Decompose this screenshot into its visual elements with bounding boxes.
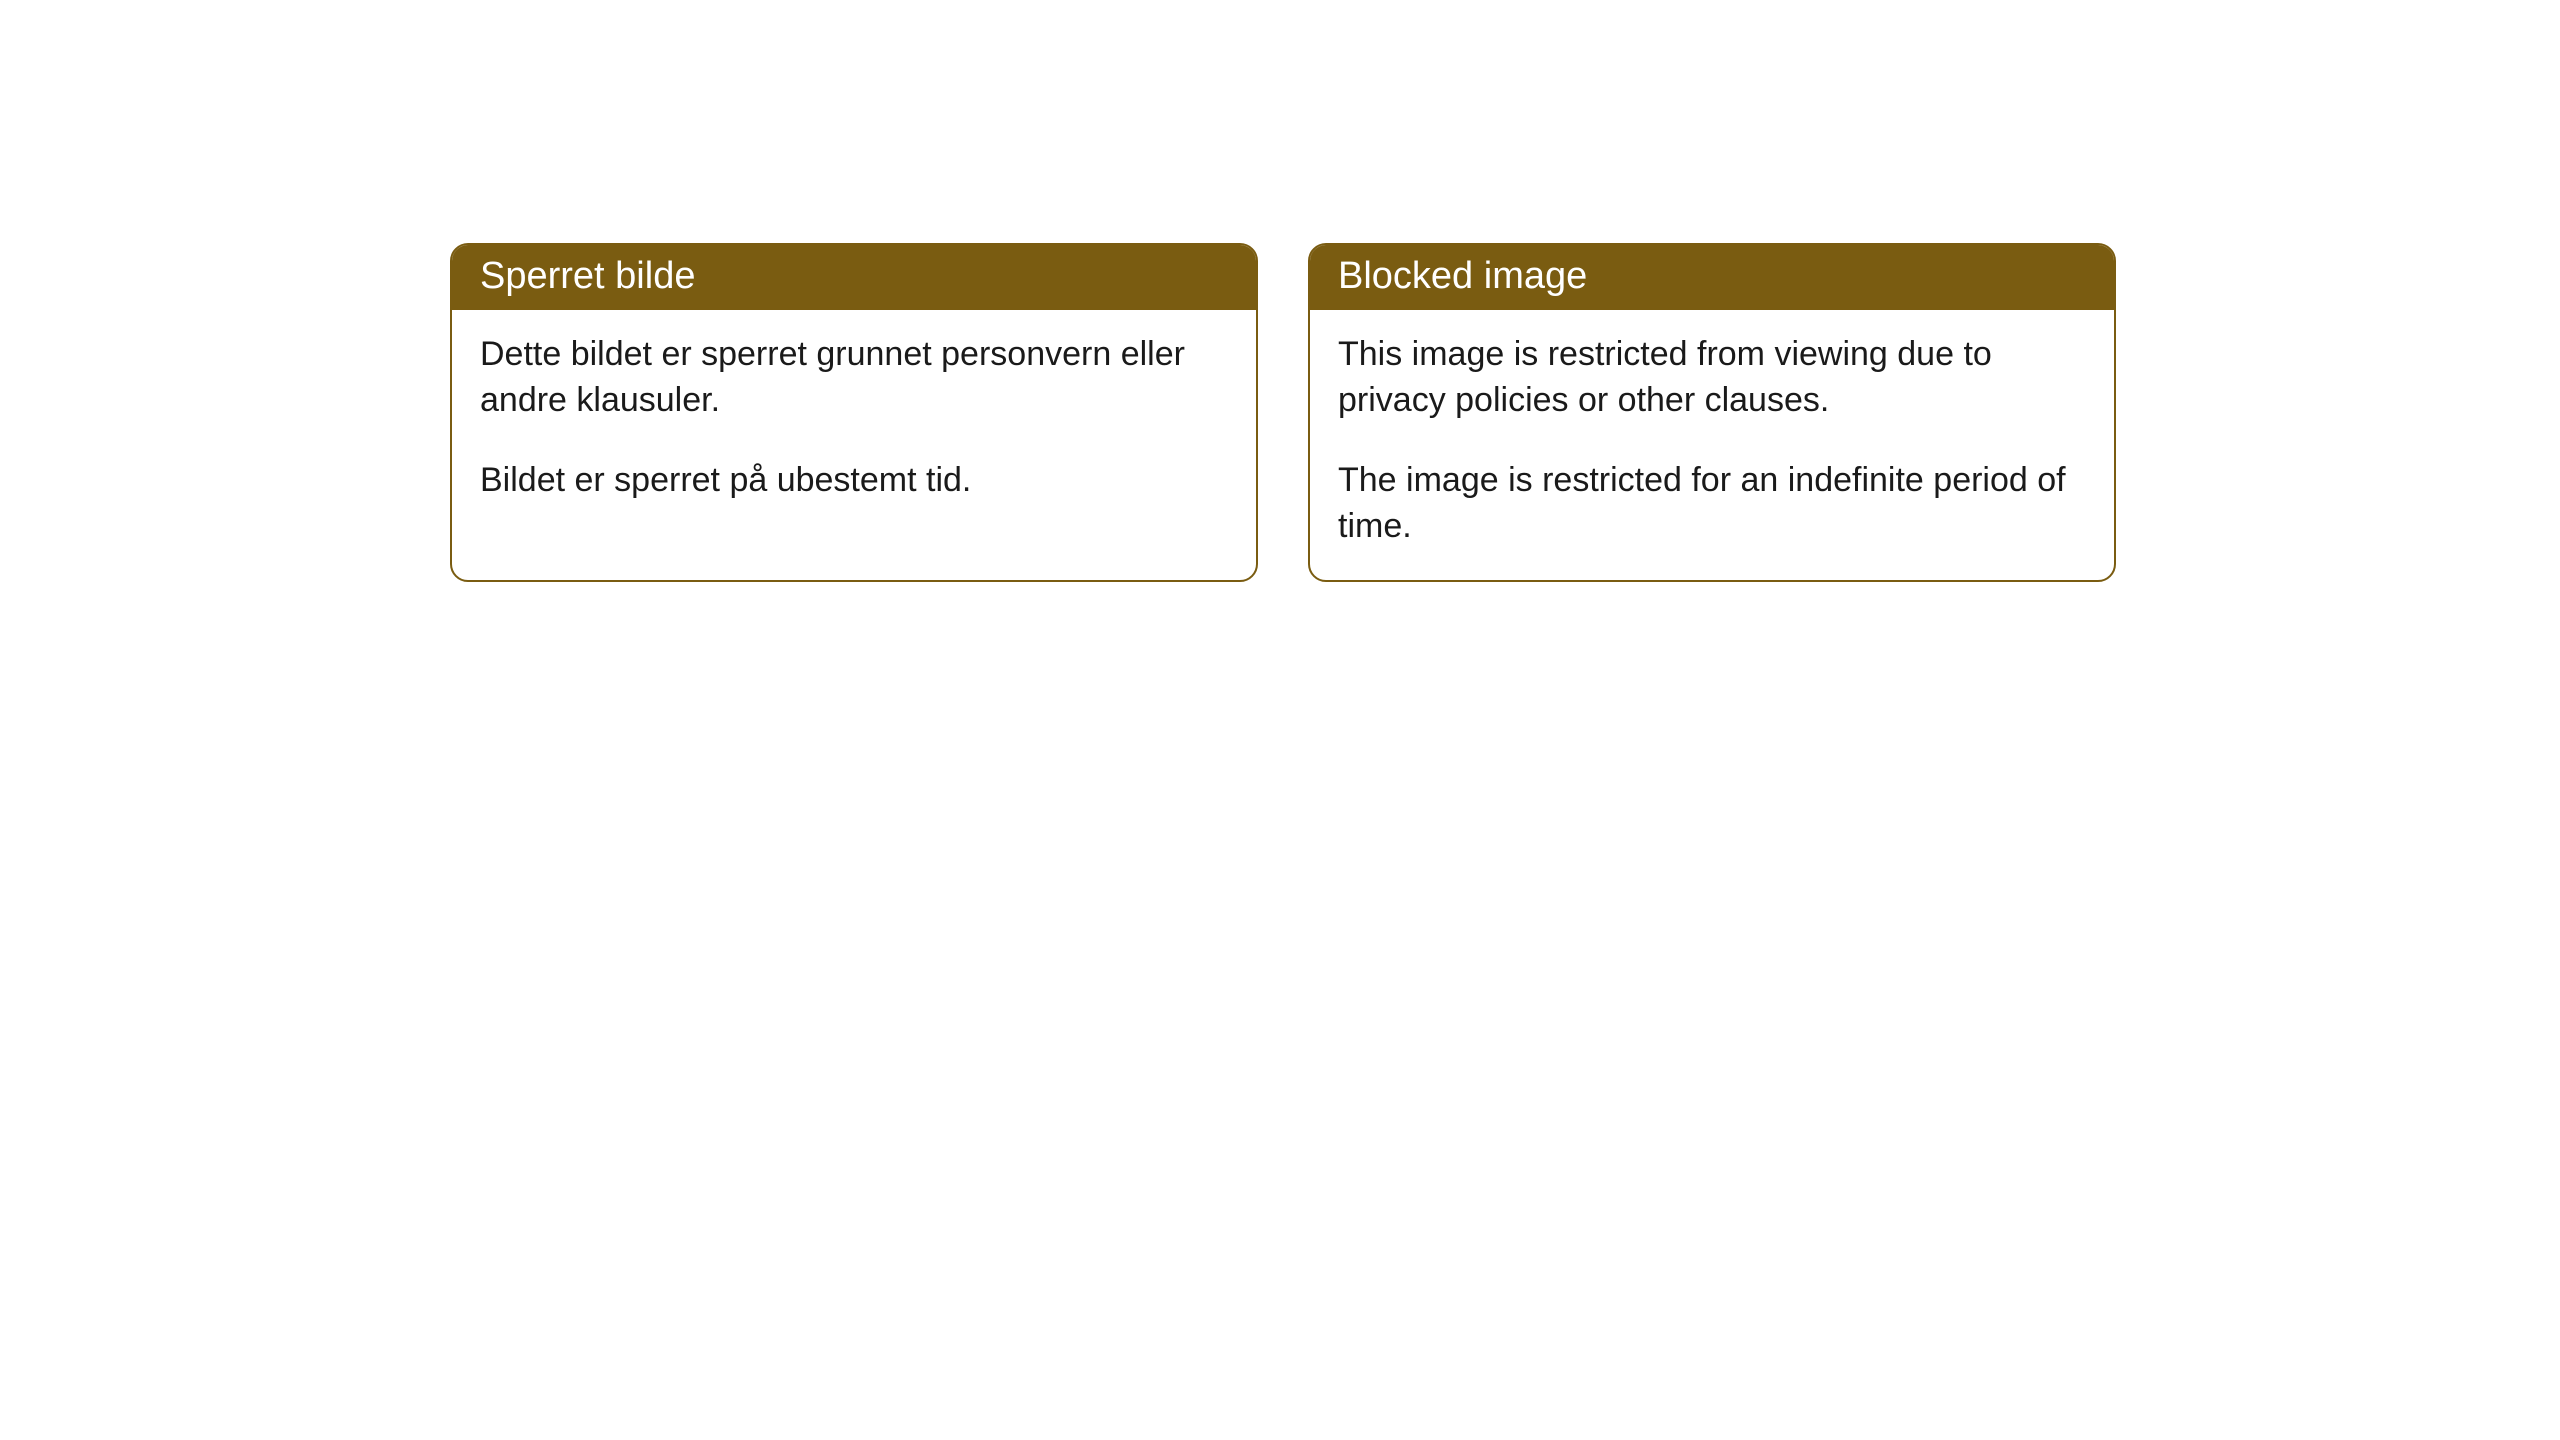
notice-text-1: This image is restricted from viewing du… [1338, 332, 2086, 424]
notice-text-2: Bildet er sperret på ubestemt tid. [480, 458, 1228, 504]
notice-body: Dette bildet er sperret grunnet personve… [452, 310, 1256, 580]
notice-container: Sperret bilde Dette bildet er sperret gr… [0, 0, 2560, 582]
notice-header: Blocked image [1310, 245, 2114, 310]
notice-text-2: The image is restricted for an indefinit… [1338, 458, 2086, 550]
notice-text-1: Dette bildet er sperret grunnet personve… [480, 332, 1228, 424]
notice-card-english: Blocked image This image is restricted f… [1308, 243, 2116, 582]
notice-body: This image is restricted from viewing du… [1310, 310, 2114, 580]
notice-header: Sperret bilde [452, 245, 1256, 310]
notice-card-norwegian: Sperret bilde Dette bildet er sperret gr… [450, 243, 1258, 582]
